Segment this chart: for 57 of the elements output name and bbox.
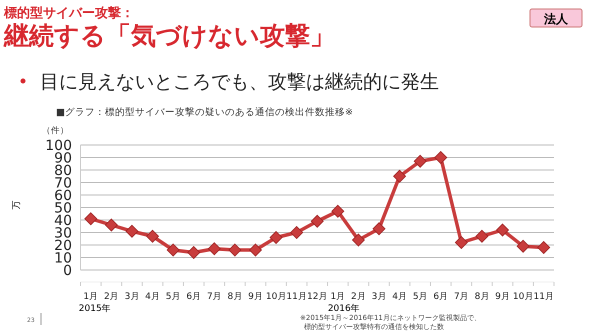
- y-tick-label: 0: [63, 263, 72, 279]
- x-tick-label: 2月: [104, 292, 119, 302]
- point: [104, 218, 118, 232]
- y-axis-title: 万: [12, 200, 22, 210]
- chart-title: 継続する「気づけない攻撃」: [3, 21, 335, 50]
- point: [414, 154, 427, 168]
- point: [310, 214, 324, 228]
- point: [208, 242, 221, 256]
- x-tick-label: 8月: [474, 292, 490, 302]
- text: （件）: [42, 125, 69, 136]
- x-tick-label: 11月: [533, 292, 554, 302]
- point: [372, 222, 386, 236]
- x-tick-label: 6月: [186, 292, 202, 302]
- x-tick-label: 12月: [307, 292, 328, 302]
- point: [166, 244, 180, 256]
- point: [537, 241, 550, 254]
- point: [434, 151, 448, 164]
- x-tick-label: 6月: [433, 292, 448, 302]
- x-tick-label: 10月: [512, 292, 534, 302]
- chart-subtitle: 目に見えないところでも、攻撃は継続的に発生: [40, 71, 439, 93]
- plot: 0 10 20 30 40 50 60 70 80 90 100 1月 2月 3月 4月 5月 6月 7月 8月 9月 10月 11月 12月 1月 2月 3月 4月 5月 6月 7月 8月 9月 10月 11月: [45, 138, 554, 302]
- x-tick-label: 1月: [330, 292, 346, 302]
- text: 標的型サイバー攻撃：: [3, 5, 134, 21]
- x-tick-label: 9月: [495, 292, 510, 302]
- x-tick-label: 4月: [392, 292, 407, 302]
- point: [126, 224, 138, 238]
- x-tick-label: 10月: [266, 292, 286, 302]
- point: [146, 230, 159, 243]
- point: [516, 240, 530, 253]
- x-tick-label: 2月: [351, 292, 366, 302]
- x-tick-label: 11月: [286, 292, 307, 302]
- x-tick-label: 8月: [228, 292, 242, 302]
- x-tick-label: 7月: [206, 292, 222, 302]
- x-tick-label: 3月: [372, 292, 386, 302]
- point: [393, 170, 406, 183]
- x-tick-label: 3月: [124, 292, 140, 302]
- point: [84, 212, 98, 226]
- x-tick-label: 9月: [248, 292, 263, 302]
- point: [476, 230, 488, 243]
- point: [290, 226, 304, 239]
- x-tick-label: 5月: [412, 292, 428, 302]
- point: [352, 234, 365, 246]
- point: [454, 236, 468, 249]
- point: [249, 244, 262, 256]
- x-tick-label: 7月: [454, 292, 469, 302]
- point: [228, 244, 242, 256]
- point: [187, 246, 200, 259]
- text: 2015年: [78, 303, 111, 314]
- x-tick-label: 1月: [83, 292, 98, 302]
- text: ■グラフ：標的型サイバー攻撃の疑いのある通信の検出件数推移※: [56, 106, 353, 118]
- point: [270, 231, 282, 244]
- x-tick-label: 5月: [166, 292, 181, 302]
- text: 2016年: [328, 303, 360, 314]
- point: [331, 204, 344, 218]
- point: [496, 224, 509, 236]
- x-tick-label: 4月: [145, 292, 160, 302]
- text: 法人: [543, 12, 569, 26]
